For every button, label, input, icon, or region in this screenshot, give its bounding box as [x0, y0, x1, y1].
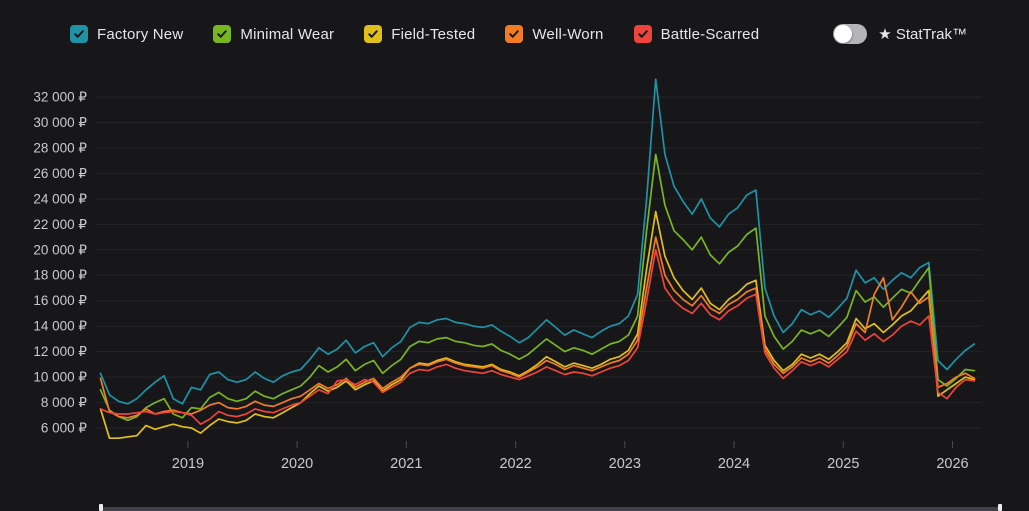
- legend-item-field-tested[interactable]: Field-Tested: [364, 25, 475, 43]
- legend-item-factory-new[interactable]: Factory New: [70, 25, 183, 43]
- legend-label: Well-Worn: [532, 25, 604, 43]
- legend-item-battle-scarred[interactable]: Battle-Scarred: [633, 25, 760, 43]
- checkmark-icon: [637, 30, 648, 38]
- x-axis-label: 2020: [281, 456, 313, 472]
- stattrak-toggle-group[interactable]: ★ StatTrak™: [833, 24, 967, 44]
- checkmark-icon: [74, 30, 84, 38]
- switch-knob-icon: [834, 25, 853, 43]
- x-axis-label: 2025: [827, 456, 859, 472]
- legend-item-minimal-wear[interactable]: Minimal Wear: [213, 25, 334, 43]
- x-axis-label: 2026: [936, 456, 968, 472]
- x-axis-label: 2023: [609, 456, 641, 472]
- y-axis-label: 8 000 ₽: [41, 395, 88, 410]
- y-axis-label: 6 000 ₽: [41, 421, 88, 436]
- y-axis-label: 14 000 ₽: [33, 319, 87, 334]
- well-worn-checkbox[interactable]: [505, 25, 524, 43]
- series-line-well-worn[interactable]: [99, 236, 976, 419]
- x-axis-label: 2022: [499, 456, 531, 472]
- y-axis-label: 24 000 ₽: [33, 191, 87, 206]
- legend-label: Factory New: [97, 25, 184, 43]
- legend: Factory New Minimal Wear Field-Tested: [0, 21, 1029, 47]
- range-navigator-left-handle[interactable]: [99, 504, 103, 511]
- range-navigator-right-handle[interactable]: [998, 504, 1002, 511]
- x-axis-label: 2019: [172, 456, 204, 472]
- y-axis-label: 30 000 ₽: [33, 115, 87, 130]
- y-axis-label: 26 000 ₽: [33, 166, 87, 181]
- y-axis-label: 32 000 ₽: [33, 90, 87, 105]
- legend-item-well-worn[interactable]: Well-Worn: [505, 25, 603, 43]
- checkmark-icon: [368, 30, 378, 38]
- y-axis-label: 10 000 ₽: [33, 370, 87, 385]
- y-axis-label: 12 000 ₽: [33, 344, 87, 359]
- y-axis-label: 16 000 ₽: [33, 293, 87, 308]
- factory-new-checkbox[interactable]: [70, 25, 88, 43]
- legend-label: Battle-Scarred: [660, 25, 760, 43]
- checkmark-icon: [509, 30, 520, 38]
- field-tested-checkbox[interactable]: [364, 25, 383, 43]
- series-line-minimal-wear[interactable]: [99, 153, 976, 422]
- y-axis-label: 22 000 ₽: [33, 217, 87, 232]
- y-axis-label: 18 000 ₽: [33, 268, 87, 283]
- legend-label: Minimal Wear: [240, 25, 335, 43]
- battle-scarred-checkbox[interactable]: [633, 25, 652, 43]
- x-axis-label: 2024: [718, 456, 750, 472]
- series-line-field-tested[interactable]: [99, 210, 976, 440]
- minimal-wear-checkbox[interactable]: [213, 25, 232, 43]
- legend-label: Field-Tested: [391, 25, 476, 43]
- series-line-factory-new[interactable]: [99, 78, 976, 405]
- y-axis-label: 20 000 ₽: [33, 242, 87, 257]
- checkmark-icon: [217, 30, 228, 38]
- x-axis-label: 2021: [390, 456, 422, 472]
- y-axis-label: 28 000 ₽: [33, 140, 87, 155]
- stattrak-switch[interactable]: [833, 24, 868, 44]
- range-navigator-track[interactable]: [103, 507, 1000, 511]
- series-line-battle-scarred[interactable]: [99, 248, 976, 426]
- stattrak-label: ★ StatTrak™: [878, 26, 967, 43]
